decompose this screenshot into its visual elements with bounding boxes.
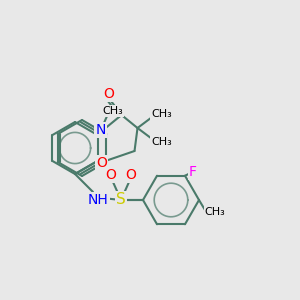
Text: S: S [116,193,126,208]
Text: NH: NH [88,193,108,207]
Text: CH₃: CH₃ [151,109,172,119]
Text: O: O [96,156,107,170]
Text: CH₃: CH₃ [151,137,172,147]
Text: F: F [189,165,197,179]
Text: CH₃: CH₃ [102,106,123,116]
Text: CH₃: CH₃ [205,207,225,217]
Text: N: N [95,123,106,137]
Text: O: O [126,168,136,182]
Text: O: O [106,168,116,182]
Text: O: O [103,87,114,101]
